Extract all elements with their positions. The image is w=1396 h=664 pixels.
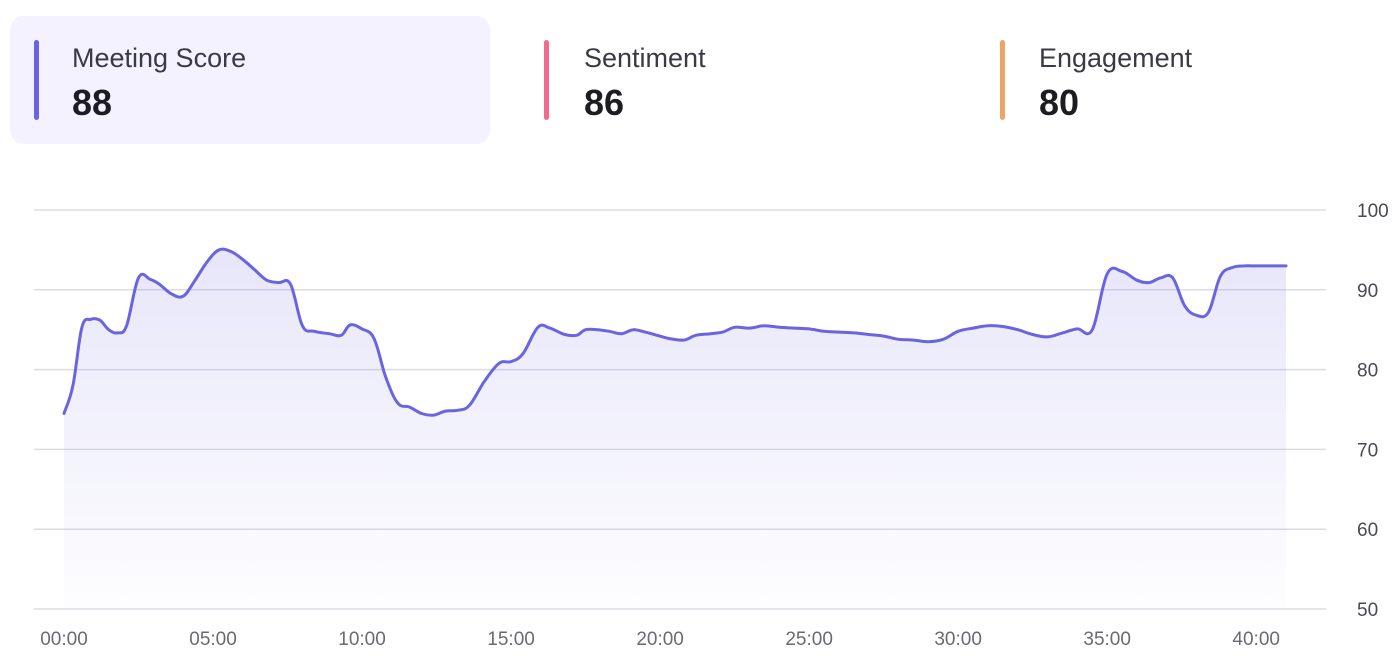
y-tick-label: 60 bbox=[1357, 520, 1378, 541]
x-tick-label: 30:00 bbox=[934, 629, 982, 650]
x-tick-label: 20:00 bbox=[636, 629, 684, 650]
meeting-score-color-bar bbox=[34, 40, 39, 120]
x-tick-label: 00:00 bbox=[40, 629, 88, 650]
tab-value: 80 bbox=[1039, 82, 1080, 123]
tab-label: Meeting Score bbox=[72, 43, 247, 73]
y-tick-label: 70 bbox=[1357, 440, 1378, 461]
y-tick-label: 100 bbox=[1357, 201, 1389, 222]
engagement-color-bar bbox=[1000, 40, 1005, 120]
tab-label: Sentiment bbox=[584, 43, 706, 73]
tab-meeting-score[interactable]: Meeting Score 88 bbox=[10, 16, 490, 144]
x-tick-label: 40:00 bbox=[1232, 629, 1280, 650]
tab-value: 88 bbox=[72, 82, 113, 123]
score-area bbox=[64, 249, 1286, 610]
x-tick-label: 25:00 bbox=[785, 629, 833, 650]
y-tick-label: 80 bbox=[1357, 361, 1378, 382]
x-tick-label: 05:00 bbox=[189, 629, 237, 650]
sentiment-color-bar bbox=[544, 40, 549, 120]
tab-label: Engagement bbox=[1039, 43, 1193, 73]
y-tick-label: 50 bbox=[1357, 600, 1378, 621]
tab-sentiment[interactable]: Sentiment 86 bbox=[510, 16, 930, 144]
metric-tabs: Meeting Score 88 Sentiment 86 Engagement… bbox=[10, 16, 1390, 144]
y-axis-ticks: 100 90 80 70 60 50 bbox=[1357, 201, 1389, 621]
tab-engagement[interactable]: Engagement 80 bbox=[970, 16, 1390, 144]
x-tick-label: 35:00 bbox=[1083, 629, 1131, 650]
x-axis-ticks: 00:00 05:00 10:00 15:00 20:00 25:00 30:00 35:00… bbox=[40, 629, 1280, 650]
x-tick-label: 15:00 bbox=[487, 629, 535, 650]
y-tick-label: 90 bbox=[1357, 281, 1378, 302]
x-tick-label: 10:00 bbox=[338, 629, 386, 650]
tab-value: 86 bbox=[584, 82, 625, 123]
score-line bbox=[62, 247, 1288, 417]
